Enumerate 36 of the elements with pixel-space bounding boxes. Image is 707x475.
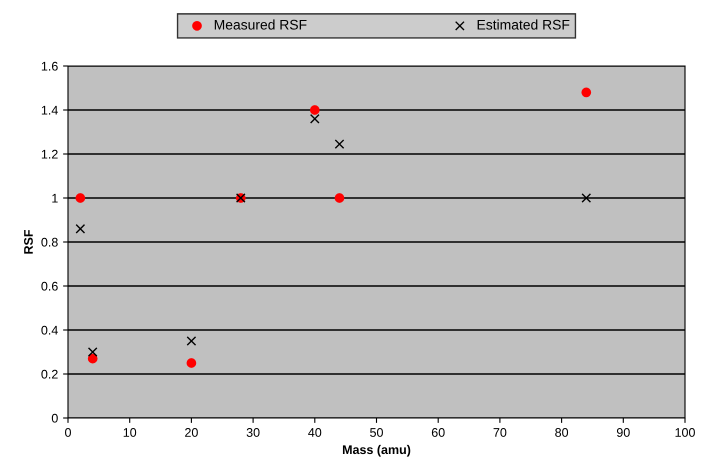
y-tick-label: 0.4: [41, 326, 58, 335]
point: [310, 105, 320, 115]
y-tick-label: 1.2: [42, 150, 58, 159]
x-tick-label: 10: [124, 428, 136, 437]
x-tick-label: 80: [555, 428, 568, 437]
legend-label: Estimated RSF: [478, 19, 570, 30]
x-tick-label: 90: [616, 428, 630, 437]
y-tick-label: 0.2: [41, 370, 58, 379]
x-tick-label: 50: [370, 428, 383, 437]
legend-label: Measured RSF: [214, 19, 307, 30]
x-tick-label: 0: [65, 428, 71, 437]
point: [75, 193, 86, 203]
x-tick-label: 30: [246, 428, 260, 437]
x-tick-label: 100: [676, 428, 695, 437]
x-tick-label: 40: [308, 428, 322, 437]
point: [186, 358, 196, 368]
y-axis-title: RSF: [24, 230, 33, 254]
point: [334, 139, 344, 149]
point: [310, 114, 320, 124]
y-tick-label: 1: [52, 194, 58, 203]
y-tick-label: 1.4: [42, 106, 58, 115]
y-tick-label: 0.8: [41, 238, 58, 247]
x-tick-label: 60: [432, 428, 445, 437]
point: [581, 193, 592, 203]
x-tick-label: 20: [185, 428, 198, 437]
point: [88, 354, 98, 364]
point: [334, 193, 344, 203]
point: [186, 336, 196, 346]
x-axis-title: Mass (amu): [342, 444, 410, 457]
x-tick-label: 70: [494, 428, 506, 437]
point: [88, 347, 98, 357]
y-tick-label: 1.6: [42, 62, 58, 71]
y-tick-label: 0: [52, 414, 58, 423]
point: [581, 88, 592, 98]
point: [75, 224, 86, 234]
y-tick-label: 0.6: [41, 282, 58, 291]
